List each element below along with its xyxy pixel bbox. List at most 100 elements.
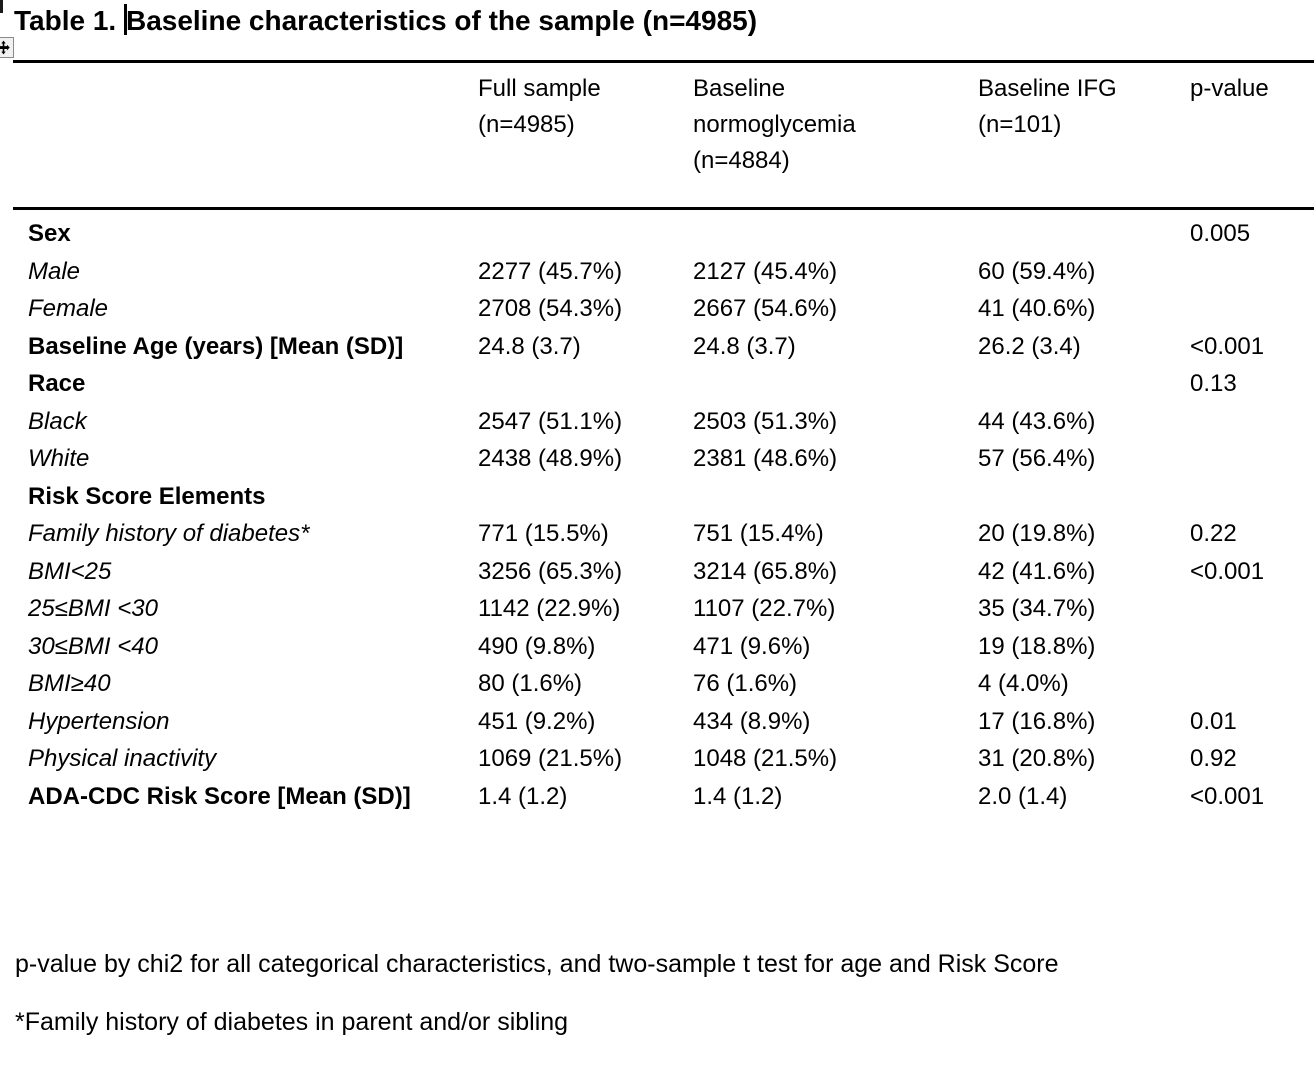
page-edge-line <box>0 0 3 13</box>
row-normoglycemia: 2667 (54.6%) <box>693 295 838 322</box>
header-ifg: Baseline IFG (n=101) <box>978 75 1117 138</box>
table-row: 30≤BMI <40 490 (9.8%) 471 (9.6%) 19 (18.… <box>13 628 1314 666</box>
row-full-sample: 2547 (51.1%) <box>478 407 623 435</box>
row-p-value <box>1190 290 1314 328</box>
row-full-sample: 490 (9.8%) <box>478 632 596 660</box>
footnote-family-history: *Family history of diabetes in parent an… <box>15 1008 569 1036</box>
footnote-pvalue-method: p-value by chi2 for all categorical char… <box>15 950 1059 978</box>
header-characteristic <box>13 71 478 207</box>
table-row: Family history of diabetes* 771 (15.5%) … <box>13 515 1314 553</box>
row-full-sample: 80 (1.6%) <box>478 670 583 697</box>
row-p-value <box>1190 628 1314 666</box>
row-full-sample: 1069 (21.5%) <box>478 745 623 772</box>
row-label: 25≤BMI <30 <box>28 595 158 622</box>
row-normoglycemia: 2503 (51.3%) <box>693 407 838 435</box>
row-ifg <box>978 365 1190 403</box>
row-normoglycemia: 24.8 (3.7) <box>693 332 796 360</box>
header-full-sample: Full sample (n=4985) <box>478 75 601 138</box>
row-p-value: 0.005 <box>1190 220 1251 247</box>
table-title: Table 1. Baseline characteristics of the… <box>14 3 757 39</box>
row-full-sample <box>478 215 693 253</box>
table-body: Sex 0.005 Male 2277 (45.7%) 2127 (45.4%)… <box>13 210 1314 815</box>
header-normoglycemia: Baseline normoglycemia (n=4884) <box>693 75 856 174</box>
row-normoglycemia: 76 (1.6%) <box>693 670 798 697</box>
table-row: 25≤BMI <30 1142 (22.9%) 1107 (22.7%) 35 … <box>13 590 1314 628</box>
row-label: Hypertension <box>28 707 170 735</box>
table-row: ADA-CDC Risk Score [Mean (SD)] 1.4 (1.2)… <box>13 778 1314 816</box>
row-label: Family history of diabetes* <box>28 520 310 547</box>
row-p-value: 0.22 <box>1190 520 1237 547</box>
row-label: Risk Score Elements <box>28 482 266 510</box>
row-ifg: 44 (43.6%) <box>978 407 1096 435</box>
row-normoglycemia <box>693 365 978 403</box>
row-ifg: 2.0 (1.4) <box>978 782 1068 810</box>
row-p-value: <0.001 <box>1190 782 1265 810</box>
baseline-characteristics-table: Full sample (n=4985) Baseline normoglyce… <box>13 60 1314 815</box>
row-p-value: 0.92 <box>1190 745 1237 772</box>
row-ifg: 26.2 (3.4) <box>978 332 1081 360</box>
row-ifg: 57 (56.4%) <box>978 445 1096 472</box>
table-move-handle[interactable] <box>0 37 14 58</box>
row-normoglycemia: 1048 (21.5%) <box>693 745 838 772</box>
row-p-value <box>1190 478 1314 516</box>
row-label: Female <box>28 295 109 322</box>
row-full-sample: 2438 (48.9%) <box>478 445 623 472</box>
row-normoglycemia: 471 (9.6%) <box>693 632 811 660</box>
row-p-value: 0.13 <box>1190 370 1237 397</box>
row-full-sample: 2708 (54.3%) <box>478 295 623 322</box>
table-row: Female 2708 (54.3%) 2667 (54.6%) 41 (40.… <box>13 290 1314 328</box>
row-p-value: 0.01 <box>1190 707 1237 735</box>
row-label: 30≤BMI <40 <box>28 632 158 660</box>
table-row: Risk Score Elements <box>13 478 1314 516</box>
row-p-value <box>1190 253 1314 291</box>
row-ifg: 4 (4.0%) <box>978 670 1069 697</box>
table-row: BMI<25 3256 (65.3%) 3214 (65.8%) 42 (41.… <box>13 553 1314 591</box>
row-ifg: 20 (19.8%) <box>978 520 1096 547</box>
row-normoglycemia: 1107 (22.7%) <box>693 595 836 622</box>
row-p-value <box>1190 590 1314 628</box>
row-normoglycemia <box>693 478 978 516</box>
row-ifg <box>978 215 1190 253</box>
table-row: White 2438 (48.9%) 2381 (48.6%) 57 (56.4… <box>13 440 1314 478</box>
table-row: Sex 0.005 <box>13 215 1314 253</box>
row-full-sample <box>478 365 693 403</box>
row-ifg: 60 (59.4%) <box>978 257 1096 285</box>
table-row: Male 2277 (45.7%) 2127 (45.4%) 60 (59.4%… <box>13 253 1314 291</box>
row-label: ADA-CDC Risk Score [Mean (SD)] <box>28 782 411 810</box>
row-label: Male <box>28 257 81 285</box>
table-row: Black 2547 (51.1%) 2503 (51.3%) 44 (43.6… <box>13 403 1314 441</box>
row-p-value <box>1190 440 1314 478</box>
row-label: Black <box>28 407 87 435</box>
row-ifg: 42 (41.6%) <box>978 557 1096 585</box>
row-label: Baseline Age (years) [Mean (SD)] <box>28 332 404 360</box>
row-full-sample: 24.8 (3.7) <box>478 332 581 360</box>
row-normoglycemia <box>693 215 978 253</box>
row-full-sample: 1142 (22.9%) <box>478 595 621 622</box>
table-row: Physical inactivity 1069 (21.5%) 1048 (2… <box>13 740 1314 778</box>
table-title-rest: Baseline characteristics of the sample (… <box>125 5 758 36</box>
row-ifg: 31 (20.8%) <box>978 745 1096 772</box>
row-full-sample: 1.4 (1.2) <box>478 782 568 810</box>
row-normoglycemia: 3214 (65.8%) <box>693 557 838 585</box>
row-normoglycemia: 2127 (45.4%) <box>693 257 838 285</box>
row-ifg <box>978 478 1190 516</box>
row-p-value: <0.001 <box>1190 332 1265 360</box>
row-full-sample: 451 (9.2%) <box>478 707 596 735</box>
row-normoglycemia: 751 (15.4%) <box>693 520 824 547</box>
row-p-value <box>1190 403 1314 441</box>
row-label: White <box>28 445 90 472</box>
row-p-value <box>1190 665 1314 703</box>
table-title-prefix: Table 1. <box>14 5 124 36</box>
row-label: BMI≥40 <box>28 670 111 697</box>
row-label: Physical inactivity <box>28 745 217 772</box>
row-label: Race <box>28 370 86 397</box>
row-full-sample: 2277 (45.7%) <box>478 257 623 285</box>
row-ifg: 19 (18.8%) <box>978 632 1096 660</box>
row-full-sample: 771 (15.5%) <box>478 520 609 547</box>
row-ifg: 35 (34.7%) <box>978 595 1096 622</box>
table-header-row: Full sample (n=4985) Baseline normoglyce… <box>13 63 1314 210</box>
row-normoglycemia: 434 (8.9%) <box>693 707 811 735</box>
table-row: Race 0.13 <box>13 365 1314 403</box>
table-row: BMI≥40 80 (1.6%) 76 (1.6%) 4 (4.0%) <box>13 665 1314 703</box>
